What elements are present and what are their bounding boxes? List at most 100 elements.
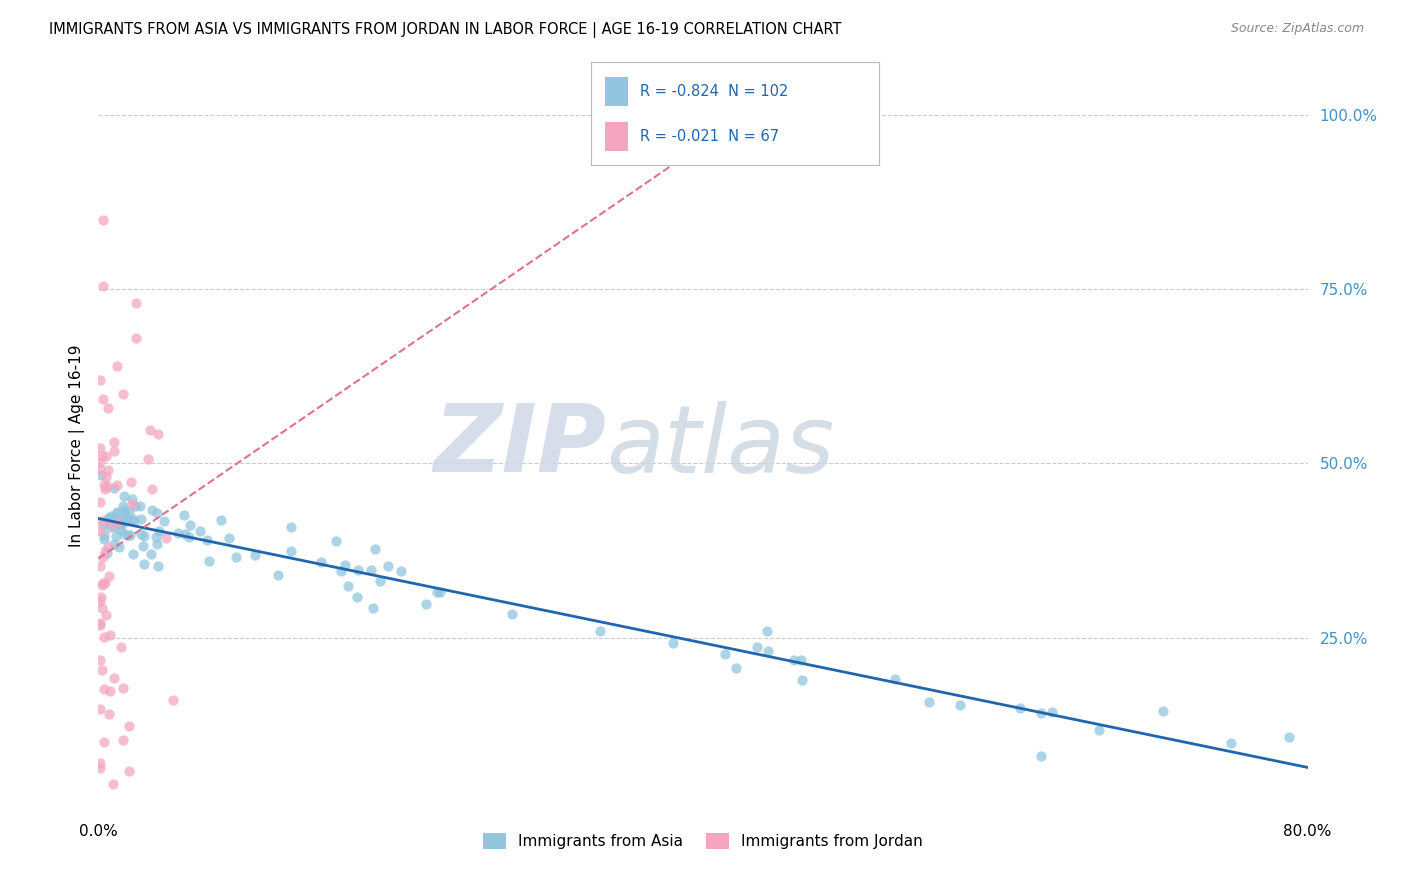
Point bbox=[122, 514, 145, 528]
Point bbox=[98, 520, 121, 534]
Point bbox=[336, 579, 359, 593]
Point bbox=[90, 590, 112, 604]
Point bbox=[91, 576, 114, 591]
Point bbox=[790, 673, 813, 687]
Point bbox=[1010, 701, 1032, 715]
Point bbox=[329, 564, 352, 578]
Point bbox=[188, 524, 211, 538]
Point bbox=[225, 549, 247, 564]
Point bbox=[309, 555, 332, 569]
Point bbox=[117, 528, 139, 542]
Point bbox=[209, 513, 232, 527]
Point bbox=[145, 507, 167, 521]
Point bbox=[103, 537, 125, 551]
Point bbox=[112, 500, 135, 514]
Point bbox=[918, 695, 941, 709]
Point bbox=[93, 549, 115, 564]
Point bbox=[93, 533, 115, 547]
Point bbox=[97, 707, 120, 722]
Point bbox=[124, 499, 146, 513]
Point bbox=[89, 373, 111, 387]
Point bbox=[112, 515, 135, 529]
Point bbox=[129, 499, 152, 513]
Point bbox=[346, 590, 368, 604]
Point bbox=[93, 477, 115, 491]
Point bbox=[125, 296, 148, 310]
Point bbox=[218, 531, 240, 545]
Point bbox=[725, 661, 748, 675]
Point bbox=[110, 524, 132, 538]
Point bbox=[141, 482, 163, 496]
Point bbox=[96, 511, 118, 525]
Point bbox=[112, 503, 135, 517]
Point bbox=[89, 593, 111, 607]
Point bbox=[89, 558, 111, 573]
Text: R = -0.021  N = 67: R = -0.021 N = 67 bbox=[640, 128, 779, 144]
Point bbox=[89, 462, 111, 476]
Point bbox=[96, 546, 118, 560]
Point bbox=[118, 528, 141, 542]
FancyBboxPatch shape bbox=[605, 122, 628, 151]
Point bbox=[136, 452, 159, 467]
Point bbox=[153, 514, 176, 528]
Point bbox=[94, 575, 117, 590]
Point bbox=[132, 529, 155, 543]
Point bbox=[197, 533, 219, 547]
Point bbox=[105, 478, 128, 492]
Point bbox=[91, 578, 114, 592]
Point bbox=[125, 331, 148, 345]
Point bbox=[118, 719, 141, 733]
Point bbox=[97, 569, 120, 583]
Point bbox=[146, 558, 169, 573]
Point bbox=[129, 512, 152, 526]
Point bbox=[104, 520, 127, 534]
Point bbox=[89, 455, 111, 469]
Point bbox=[103, 481, 125, 495]
Point bbox=[93, 527, 115, 541]
Point bbox=[132, 557, 155, 571]
Point bbox=[1029, 706, 1052, 720]
Point bbox=[118, 505, 141, 519]
Point bbox=[89, 441, 111, 455]
Text: ZIP: ZIP bbox=[433, 400, 606, 492]
Point bbox=[1040, 705, 1063, 719]
Point bbox=[745, 640, 768, 654]
Point bbox=[90, 467, 112, 482]
Point bbox=[98, 511, 121, 525]
Point bbox=[97, 540, 120, 554]
Point bbox=[266, 567, 288, 582]
Point bbox=[588, 624, 610, 638]
Point bbox=[174, 527, 197, 541]
Point bbox=[1029, 749, 1052, 764]
Point bbox=[755, 624, 778, 639]
Point bbox=[131, 527, 153, 541]
Point bbox=[1152, 704, 1174, 718]
Point bbox=[93, 735, 115, 749]
Text: Source: ZipAtlas.com: Source: ZipAtlas.com bbox=[1230, 22, 1364, 36]
Point bbox=[98, 628, 121, 642]
Point bbox=[93, 630, 115, 644]
Point bbox=[103, 777, 125, 791]
Point bbox=[364, 541, 387, 556]
Point bbox=[1278, 730, 1301, 744]
Point bbox=[112, 386, 135, 401]
Point bbox=[118, 764, 141, 778]
Point bbox=[1087, 723, 1109, 737]
Point bbox=[198, 554, 221, 568]
Point bbox=[148, 524, 170, 538]
Point bbox=[333, 558, 356, 572]
Point bbox=[114, 505, 136, 519]
Point bbox=[429, 585, 451, 599]
Point bbox=[111, 511, 134, 525]
Point bbox=[104, 529, 127, 543]
Point bbox=[111, 681, 134, 695]
Point bbox=[91, 514, 114, 528]
Point bbox=[94, 608, 117, 623]
Point bbox=[162, 693, 184, 707]
Point bbox=[90, 601, 112, 615]
Point bbox=[89, 524, 111, 539]
Y-axis label: In Labor Force | Age 16-19: In Labor Force | Age 16-19 bbox=[69, 344, 84, 548]
Point bbox=[245, 548, 267, 562]
Point bbox=[105, 359, 128, 374]
Point bbox=[91, 392, 114, 406]
